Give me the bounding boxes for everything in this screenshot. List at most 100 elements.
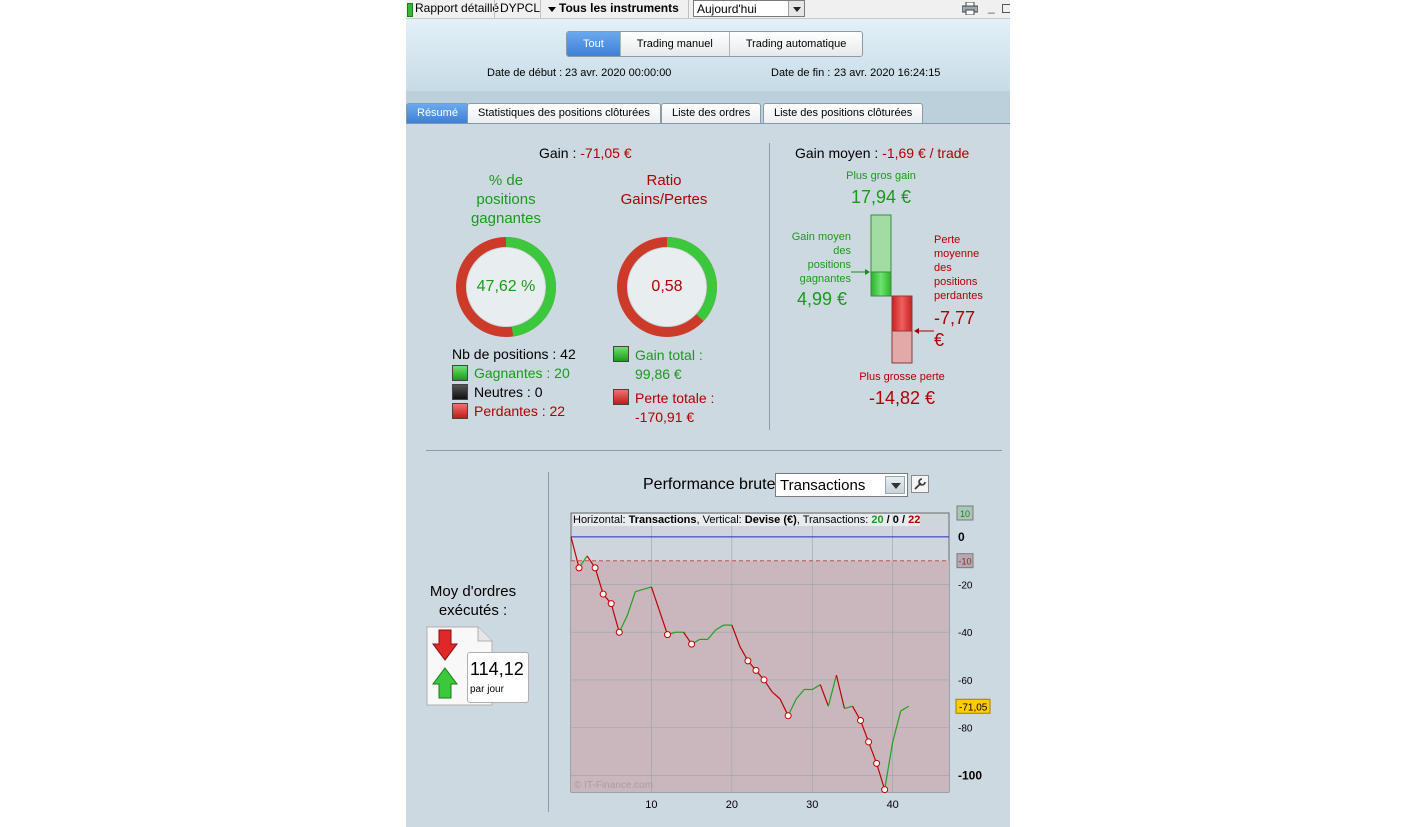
neutral-count: Neutres : 0 [474, 384, 543, 400]
account-label[interactable]: DYPCL [500, 1, 541, 15]
avg-loss-label-line: positions [934, 276, 978, 288]
period-select-label: Aujourd'hui [697, 2, 757, 16]
losing-trade-point [575, 564, 583, 572]
total-loss-value: -170,91 € [635, 409, 695, 425]
x-tick-label: 10 [645, 799, 657, 810]
toolbar: Rapport détaillé DYPCL Tous les instrume… [406, 0, 1010, 19]
total-gain-legend-icon [613, 346, 629, 362]
chart-settings-button[interactable] [911, 475, 929, 493]
y-tick-label: -60 [958, 676, 973, 687]
report-icon [407, 3, 413, 17]
segment-manual-trading[interactable]: Trading manuel [620, 32, 730, 56]
segment-all[interactable]: Tout [567, 32, 621, 56]
tab-orders-list[interactable]: Liste des ordres [661, 103, 762, 123]
chart-info-losses: 22 [908, 514, 921, 526]
losing-count: Perdantes : 22 [474, 403, 566, 419]
series-segment [868, 741, 878, 764]
y-tick-badge [956, 505, 974, 521]
ratio-title-line: Gains/Pertes [620, 191, 708, 208]
positions-count: Nb de positions : 42 [452, 346, 576, 362]
tab-closed-positions-list[interactable]: Liste des positions clôturées [763, 103, 924, 123]
series-segment [626, 591, 636, 616]
chart-info-text: , Vertical: [696, 514, 745, 526]
series-segment [892, 710, 902, 743]
avg-loss-label: Perte moyenne des positions perdantes [934, 233, 983, 303]
avg-win-label-line: positions [807, 259, 851, 271]
avg-win-label-line: gagnantes [799, 273, 851, 285]
chart-info-text: , Transactions: [796, 514, 872, 526]
segment-automatic-trading[interactable]: Trading automatique [729, 32, 863, 56]
chart-info-horizontal: Transactions [628, 514, 697, 526]
tab-summary[interactable]: Résumé [406, 103, 469, 123]
avg-loss-value-number: -7,77 [934, 308, 976, 328]
chart-info-neutral: 0 [892, 514, 899, 526]
biggest-loss-value: -14,82 € [868, 388, 936, 408]
series-segment [643, 586, 652, 590]
ratio-title: Ratio Gains/Pertes [606, 171, 722, 209]
y-tick-label: -80 [958, 724, 973, 735]
x-tick-label: 20 [726, 799, 738, 810]
trading-type-segmented-control[interactable]: Tout Trading manuel Trading automatique [566, 31, 864, 57]
average-gain: Gain moyen : -1,69 € / trade [795, 145, 969, 161]
gain-loss-range-bars [851, 214, 934, 364]
orders-title: Moy d'ordres exécutés : [418, 582, 528, 620]
chart-info-wins: 20 [871, 514, 884, 526]
series-segment [835, 675, 846, 709]
y-tick-label: -100 [958, 768, 982, 782]
arrow-up-icon [432, 667, 458, 699]
losing-trade-point [615, 628, 623, 636]
series-segment [795, 689, 805, 700]
win-rate-donut: 47,62 % [455, 236, 557, 338]
end-date-value: 23 avr. 2020 16:24:15 [834, 67, 941, 79]
chart-info-text: Horizontal: [573, 514, 629, 526]
y-tick-label: -20 [958, 581, 973, 592]
printer-icon[interactable] [962, 2, 978, 15]
series-segment [827, 675, 837, 707]
biggest-gain-label: Plus gros gain [846, 170, 916, 182]
total-loss-legend-icon [613, 389, 629, 405]
performance-axis-select-label: Transactions [780, 477, 866, 494]
start-date-label: Date de début : [487, 67, 563, 79]
instruments-dropdown[interactable]: Tous les instruments [559, 1, 679, 15]
series-segment [771, 691, 781, 700]
y-tick-label: -40 [958, 628, 973, 639]
detailed-report-button[interactable]: Rapport détaillé [415, 1, 500, 15]
avg-loss-label-line: moyenne [934, 248, 980, 260]
instruments-dropdown-icon[interactable] [548, 7, 556, 12]
gain-summary: Gain : -71,05 € [539, 145, 632, 161]
total-loss-label: Perte totale : [635, 390, 715, 406]
avg-loss-label-line: des [934, 262, 952, 274]
profit-ratio-value: 0,58 [651, 278, 683, 295]
start-date-value: 23 avr. 2020 00:00:00 [565, 67, 672, 79]
minimize-icon[interactable]: _ [988, 0, 995, 14]
orders-value-box: 114,12 par jour [467, 652, 529, 703]
series-segment [819, 684, 829, 707]
gain-value: -71,05 € [580, 145, 632, 161]
performance-axis-select[interactable]: Transactions [775, 473, 908, 497]
losing-trade-point [688, 640, 696, 648]
avg-loss-value-unit: € [934, 330, 945, 350]
total-loss: Perte totale : -170,91 € [635, 389, 714, 427]
arrow-down-icon [432, 629, 458, 661]
avg-win-bar [870, 271, 892, 297]
average-gain-value: -1,69 € / trade [882, 145, 970, 161]
win-rate-value: 47,62 % [476, 278, 536, 295]
series-segment [859, 720, 870, 743]
watermark: © IT-Finance.com [574, 780, 653, 791]
period-select[interactable]: Aujourd'hui [693, 0, 805, 17]
report-tabs: Résumé Statistiques des positions clôtur… [406, 91, 1010, 124]
chevron-down-icon[interactable] [788, 1, 804, 16]
neutral-legend-icon [452, 384, 468, 400]
chart-info-separator: / [898, 514, 909, 526]
performance-title: Performance brute [643, 476, 776, 493]
series-segment [570, 536, 580, 568]
chevron-down-icon[interactable] [885, 476, 905, 494]
current-value-badge [955, 698, 991, 714]
tab-closed-positions-stats[interactable]: Statistiques des positions clôturées [467, 103, 661, 123]
y-tick-label: 0 [958, 530, 965, 544]
losing-trade-point [881, 786, 889, 794]
losing-trade-point [752, 666, 760, 674]
win-rate-arc [456, 237, 556, 337]
maximize-icon[interactable] [1002, 4, 1010, 13]
losing-trade-point [591, 564, 599, 572]
